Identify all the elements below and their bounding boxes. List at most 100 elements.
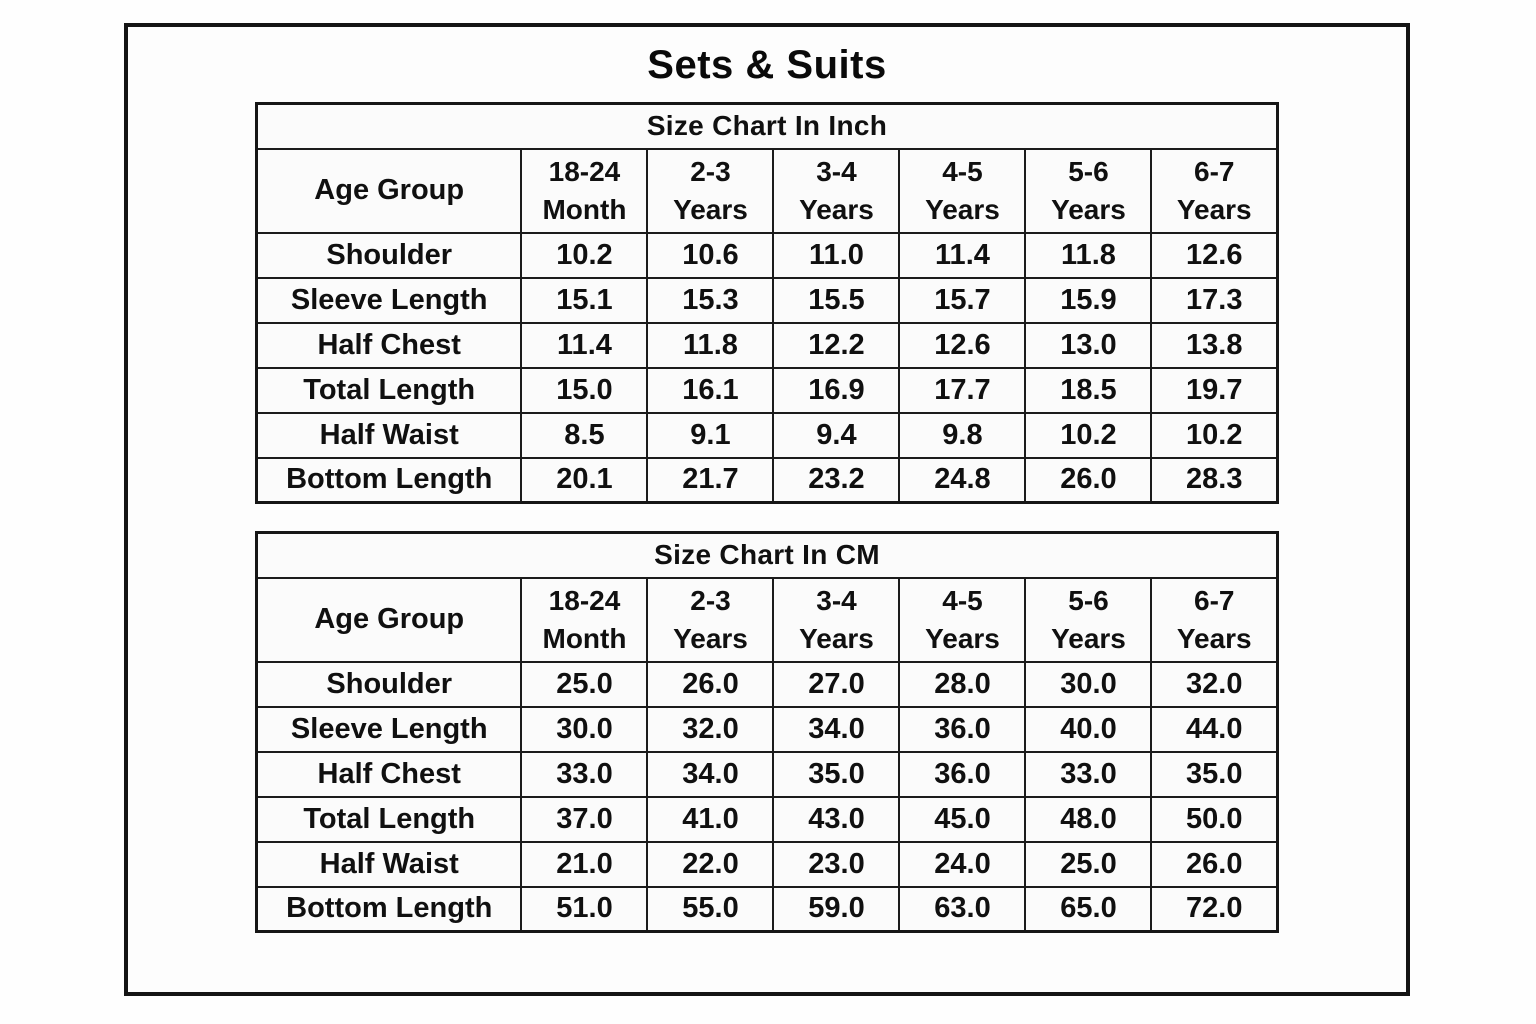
measurement-value: 15.7 (898, 276, 1027, 324)
measurement-value: 59.0 (772, 885, 901, 933)
measurement-value: 26.0 (646, 660, 775, 708)
measurement-value: 30.0 (1024, 660, 1153, 708)
column-header-unit: Month (542, 193, 627, 225)
measurement-value: 10.2 (1024, 411, 1153, 459)
measurement-row: Sleeve Length 15.1 15.3 15.5 15.7 15.9 17.3 (255, 276, 1279, 324)
measurement-value: 11.8 (1024, 231, 1153, 279)
column-header-age-3-4: 3-4 Years (772, 147, 901, 234)
measurement-value: 11.4 (520, 321, 649, 369)
measurement-value: 32.0 (1150, 660, 1279, 708)
column-header-unit: Years (1051, 193, 1126, 225)
measurement-value: 55.0 (646, 885, 775, 933)
column-header-range: 4-5 (942, 584, 983, 616)
age-group-header: Age Group (255, 147, 523, 234)
measurement-value: 13.0 (1024, 321, 1153, 369)
table-title-row: Size Chart In CM (255, 531, 1279, 579)
measurement-value: 41.0 (646, 795, 775, 843)
measurement-value: 36.0 (898, 705, 1027, 753)
measurement-value: 17.7 (898, 366, 1027, 414)
measurement-value: 63.0 (898, 885, 1027, 933)
column-header-age-5-6: 5-6 Years (1024, 147, 1153, 234)
measurement-value: 43.0 (772, 795, 901, 843)
measurement-value: 72.0 (1150, 885, 1279, 933)
column-header-unit: Years (1176, 193, 1252, 225)
measurement-row: Half Chest 33.0 34.0 35.0 36.0 33.0 35.0 (255, 750, 1279, 798)
column-header-range: 3-4 (816, 155, 857, 187)
row-label: Half Chest (255, 750, 523, 798)
size-chart-table: Size Chart In Inch Age Group 18-24 Month 2… (254, 102, 1280, 504)
column-header-range: 2-3 (690, 155, 731, 187)
measurement-value: 19.7 (1150, 366, 1279, 414)
column-header-unit: Years (925, 622, 1000, 654)
column-header-unit: Month (542, 622, 627, 654)
column-header-age-18-24: 18-24 Month (520, 576, 649, 663)
column-header-range: 3-4 (816, 584, 857, 616)
measurement-value: 28.0 (898, 660, 1027, 708)
column-header-unit: Years (799, 622, 874, 654)
measurement-value: 32.0 (646, 705, 775, 753)
row-label: Shoulder (255, 231, 523, 279)
measurement-value: 40.0 (1024, 705, 1153, 753)
measurement-value: 15.0 (520, 366, 649, 414)
measurement-row: Sleeve Length 30.0 32.0 34.0 36.0 40.0 44.0 (255, 705, 1279, 753)
row-label: Half Waist (255, 411, 523, 459)
column-header-age-2-3: 2-3 Years (646, 576, 775, 663)
measurement-value: 18.5 (1024, 366, 1153, 414)
measurement-value: 34.0 (772, 705, 901, 753)
measurement-value: 30.0 (520, 705, 649, 753)
column-header-age-3-4: 3-4 Years (772, 576, 901, 663)
measurement-value: 8.5 (520, 411, 649, 459)
measurement-value: 25.0 (1024, 840, 1153, 888)
row-label: Half Waist (255, 840, 523, 888)
measurement-value: 15.1 (520, 276, 649, 324)
measurement-value: 12.6 (898, 321, 1027, 369)
measurement-value: 45.0 (898, 795, 1027, 843)
row-label: Total Length (255, 795, 523, 843)
measurement-row: Shoulder 10.2 10.6 11.0 11.4 11.8 12.6 (255, 231, 1279, 279)
row-label: Bottom Length (255, 456, 523, 504)
size-chart-table: Size Chart In CM Age Group 18-24 Month 2-3… (254, 531, 1279, 933)
table-title: Size Chart In Inch (255, 102, 1279, 150)
measurement-value: 12.2 (772, 321, 901, 369)
row-label: Sleeve Length (255, 276, 523, 324)
column-header-range: 5-6 (1068, 584, 1109, 616)
row-label: Bottom Length (255, 885, 523, 933)
measurement-value: 23.0 (772, 840, 901, 888)
row-label: Sleeve Length (255, 705, 523, 753)
column-header-unit: Years (673, 622, 748, 654)
measurement-row: Bottom Length 51.0 55.0 59.0 63.0 65.0 72.0 (255, 885, 1279, 933)
table-title-row: Size Chart In Inch (255, 102, 1279, 150)
measurement-value: 33.0 (520, 750, 649, 798)
measurement-value: 15.5 (772, 276, 901, 324)
measurement-value: 15.3 (646, 276, 775, 324)
measurement-value: 21.7 (646, 456, 775, 504)
measurement-value: 16.9 (772, 366, 901, 414)
column-header-range: 4-5 (942, 155, 983, 187)
measurement-value: 51.0 (520, 885, 649, 933)
measurement-value: 11.4 (898, 231, 1027, 279)
measurement-value: 22.0 (646, 840, 775, 888)
measurement-value: 20.1 (520, 456, 649, 504)
measurement-value: 16.1 (646, 366, 775, 414)
measurement-value: 21.0 (520, 840, 649, 888)
measurement-value: 10.6 (646, 231, 775, 279)
column-header-age-6-7: 6-7 Years (1150, 576, 1279, 663)
page-title: Sets & Suits (647, 43, 887, 87)
measurement-value: 12.6 (1150, 231, 1279, 279)
column-header-age-4-5: 4-5 Years (898, 147, 1027, 234)
measurement-value: 24.8 (898, 456, 1027, 504)
measurement-value: 37.0 (520, 795, 649, 843)
column-header-range: 18-24 (548, 584, 621, 616)
measurement-row: Half Waist 8.5 9.1 9.4 9.8 10.2 10.2 (255, 411, 1279, 459)
measurement-value: 25.0 (520, 660, 649, 708)
measurement-value: 27.0 (772, 660, 901, 708)
column-header-range: 6-7 (1194, 155, 1235, 187)
measurement-row: Shoulder 25.0 26.0 27.0 28.0 30.0 32.0 (255, 660, 1279, 708)
row-label: Half Chest (255, 321, 523, 369)
measurement-value: 36.0 (898, 750, 1027, 798)
measurement-value: 26.0 (1024, 456, 1153, 504)
column-header-range: 18-24 (548, 155, 621, 187)
measurement-value: 23.2 (772, 456, 901, 504)
measurement-value: 28.3 (1150, 456, 1279, 504)
